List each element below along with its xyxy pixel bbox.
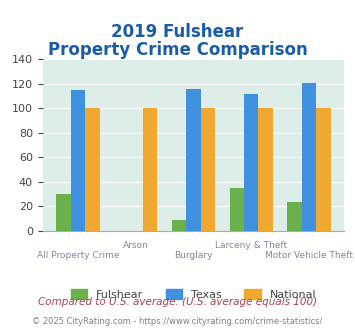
Bar xyxy=(56,194,71,231)
Text: Larceny & Theft: Larceny & Theft xyxy=(215,241,287,250)
Bar xyxy=(172,220,186,231)
Legend: Fulshear, Texas, National: Fulshear, Texas, National xyxy=(66,284,321,304)
Bar xyxy=(186,89,201,231)
Bar xyxy=(230,188,244,231)
Bar xyxy=(85,109,100,231)
Bar xyxy=(201,109,215,231)
Bar xyxy=(316,109,331,231)
Bar xyxy=(258,109,273,231)
Text: Burglary: Burglary xyxy=(174,250,213,260)
Text: 2019 Fulshear: 2019 Fulshear xyxy=(111,23,244,41)
Text: Property Crime Comparison: Property Crime Comparison xyxy=(48,41,307,59)
Bar xyxy=(244,94,258,231)
Bar xyxy=(143,109,157,231)
Bar xyxy=(287,202,302,231)
Text: All Property Crime: All Property Crime xyxy=(37,250,119,260)
Text: Motor Vehicle Theft: Motor Vehicle Theft xyxy=(265,250,353,260)
Bar xyxy=(302,83,316,231)
Text: © 2025 CityRating.com - https://www.cityrating.com/crime-statistics/: © 2025 CityRating.com - https://www.city… xyxy=(32,317,323,326)
Bar xyxy=(71,90,85,231)
Text: Compared to U.S. average. (U.S. average equals 100): Compared to U.S. average. (U.S. average … xyxy=(38,297,317,307)
Text: Arson: Arson xyxy=(123,241,149,250)
